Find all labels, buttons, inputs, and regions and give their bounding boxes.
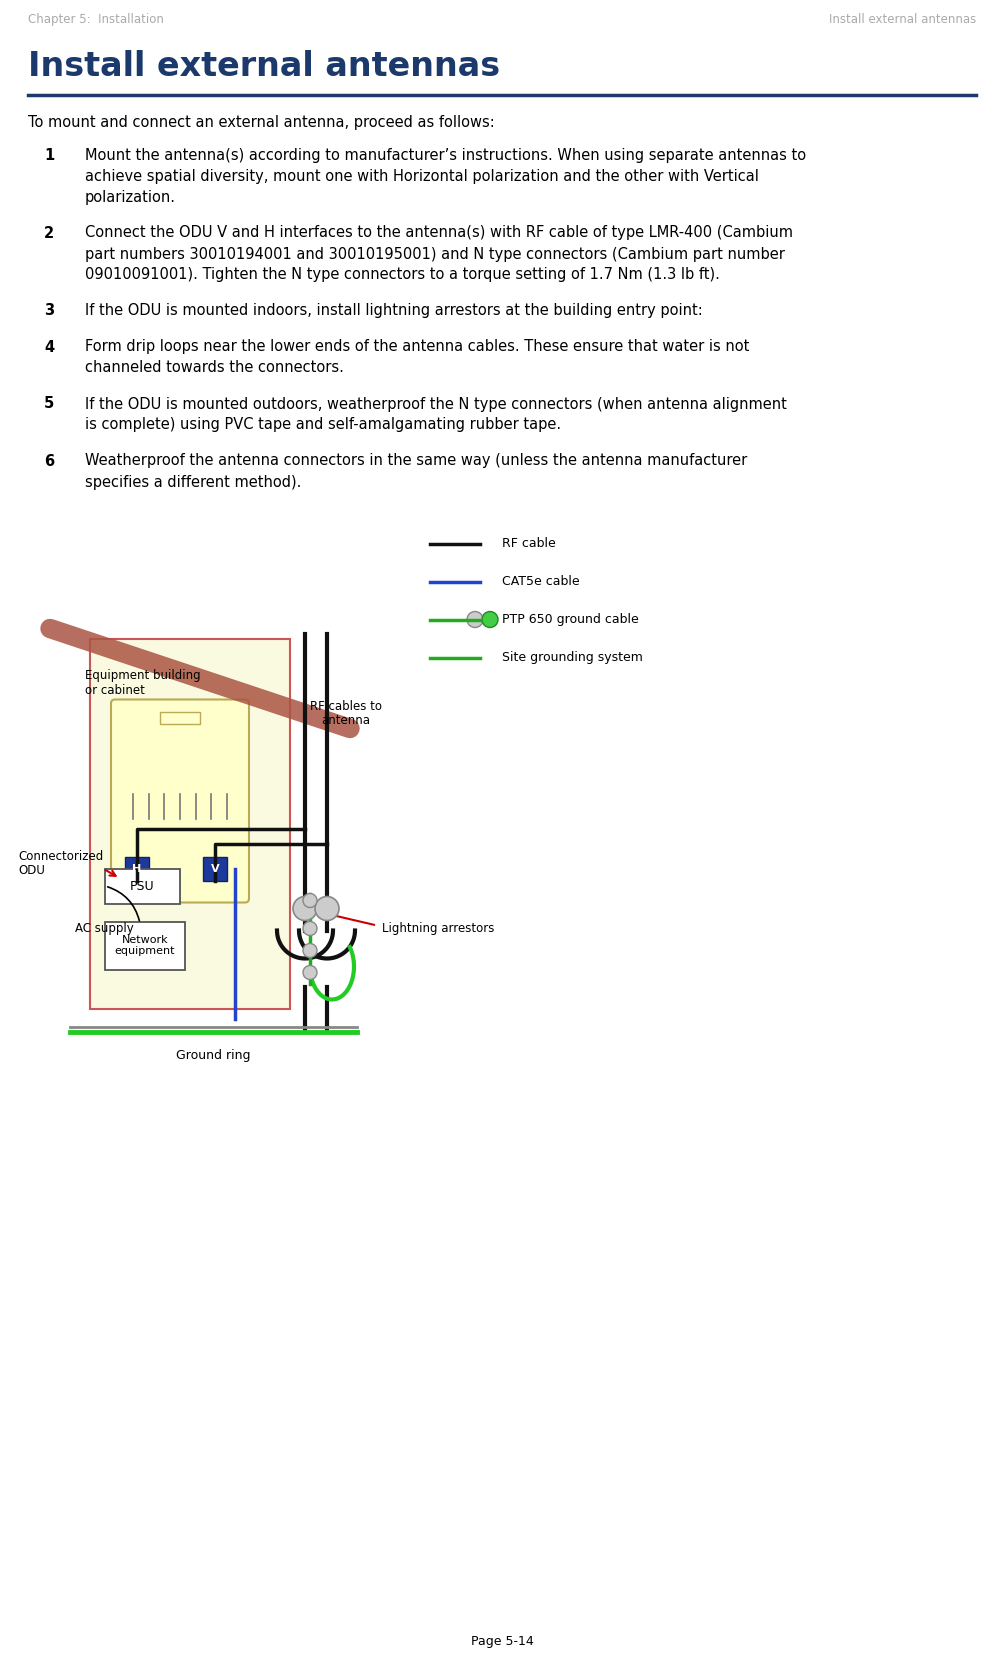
Text: 4: 4 <box>44 340 54 355</box>
Circle shape <box>466 612 482 627</box>
Circle shape <box>315 896 339 921</box>
Text: PTP 650 ground cable: PTP 650 ground cable <box>502 612 638 625</box>
FancyBboxPatch shape <box>105 869 180 904</box>
Text: Mount the antenna(s) according to manufacturer’s instructions. When using separa: Mount the antenna(s) according to manufa… <box>85 148 805 206</box>
Circle shape <box>293 896 317 921</box>
Text: PSU: PSU <box>130 879 154 893</box>
Text: CAT5e cable: CAT5e cable <box>502 576 579 587</box>
Text: 1: 1 <box>44 148 54 163</box>
Text: Connect the ODU V and H interfaces to the antenna(s) with RF cable of type LMR-4: Connect the ODU V and H interfaces to th… <box>85 226 792 282</box>
Text: H: H <box>132 863 141 874</box>
FancyBboxPatch shape <box>203 856 227 881</box>
Text: V: V <box>211 863 219 874</box>
Text: Site grounding system: Site grounding system <box>502 650 642 664</box>
Text: If the ODU is mounted indoors, install lightning arrestors at the building entry: If the ODU is mounted indoors, install l… <box>85 304 702 319</box>
Text: 2: 2 <box>44 226 54 241</box>
FancyBboxPatch shape <box>111 700 249 902</box>
Text: Chapter 5:  Installation: Chapter 5: Installation <box>28 13 163 27</box>
FancyBboxPatch shape <box>105 921 185 969</box>
Circle shape <box>303 921 317 936</box>
Text: Form drip loops near the lower ends of the antenna cables. These ensure that wat: Form drip loops near the lower ends of t… <box>85 340 748 375</box>
Text: Lightning arrestors: Lightning arrestors <box>381 922 493 936</box>
Text: 5: 5 <box>44 397 54 411</box>
Text: If the ODU is mounted outdoors, weatherproof the N type connectors (when antenna: If the ODU is mounted outdoors, weatherp… <box>85 397 786 433</box>
Text: Network
equipment: Network equipment <box>114 934 176 956</box>
Circle shape <box>303 894 317 907</box>
Text: 6: 6 <box>44 453 54 468</box>
Circle shape <box>303 944 317 957</box>
FancyBboxPatch shape <box>125 856 148 881</box>
Text: Ground ring: Ground ring <box>177 1048 251 1062</box>
FancyBboxPatch shape <box>159 712 200 723</box>
Text: AC supply: AC supply <box>75 922 133 936</box>
Text: RF cables to
antenna: RF cables to antenna <box>310 700 381 728</box>
Text: Install external antennas: Install external antennas <box>827 13 975 27</box>
Text: Connectorized
ODU: Connectorized ODU <box>18 849 103 878</box>
Circle shape <box>481 612 497 627</box>
Text: Page 5-14: Page 5-14 <box>470 1634 533 1647</box>
Text: Weatherproof the antenna connectors in the same way (unless the antenna manufact: Weatherproof the antenna connectors in t… <box>85 453 746 489</box>
Text: To mount and connect an external antenna, proceed as follows:: To mount and connect an external antenna… <box>28 114 494 129</box>
FancyBboxPatch shape <box>90 639 290 1009</box>
Text: RF cable: RF cable <box>502 538 556 551</box>
Circle shape <box>303 966 317 979</box>
Text: 3: 3 <box>44 304 54 319</box>
Text: Equipment building
or cabinet: Equipment building or cabinet <box>85 669 201 697</box>
Text: Install external antennas: Install external antennas <box>28 50 499 83</box>
